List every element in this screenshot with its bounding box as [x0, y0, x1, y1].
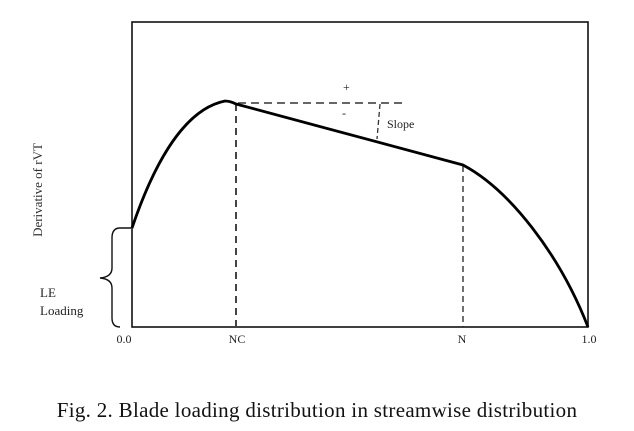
le-loading-line2: Loading: [40, 303, 84, 318]
x-tick-n: N: [457, 332, 467, 346]
plot-frame: [131, 21, 589, 328]
x-tick-nc: NC: [228, 332, 246, 346]
plus-sign-annotation: +: [343, 80, 350, 94]
figure-caption: Fig. 2. Blade loading distribution in st…: [56, 398, 578, 422]
x-tick-1: 1.0: [581, 332, 597, 346]
le-loading-label: LE Loading: [40, 284, 83, 320]
le-loading-brace: [99, 227, 131, 328]
x-tick-0: 0.0: [116, 332, 132, 346]
loading-curve: [130, 99, 590, 328]
minus-sign-annotation: -: [342, 106, 346, 120]
slope-annotation: Slope: [387, 117, 415, 131]
le-loading-line1: LE: [40, 285, 56, 300]
slope-marker: [376, 103, 381, 140]
y-axis-label: Derivative of rVT: [30, 143, 45, 237]
